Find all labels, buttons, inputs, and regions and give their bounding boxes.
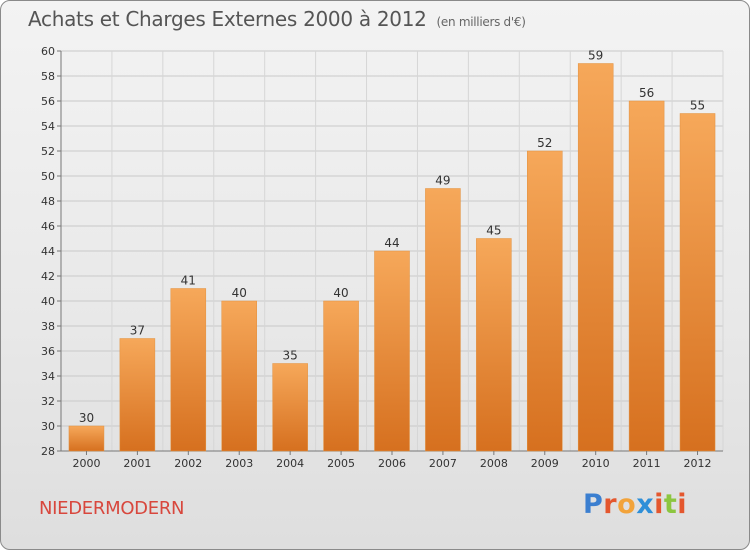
x-tick-label: 2006 (378, 457, 406, 470)
bar (476, 238, 512, 452)
bar (68, 425, 105, 452)
y-tick-label: 42 (41, 270, 55, 283)
logo-letter: x (636, 489, 655, 520)
bar-value-label: 40 (232, 286, 247, 300)
bar-value-label: 44 (384, 236, 399, 250)
y-tick-label: 56 (41, 95, 55, 108)
y-tick-label: 30 (41, 420, 55, 433)
bar (119, 338, 156, 452)
bar-value-label: 37 (130, 324, 145, 338)
bar (170, 288, 207, 452)
x-tick-label: 2007 (429, 457, 457, 470)
y-tick-label: 58 (41, 70, 55, 83)
x-tick-label: 2008 (480, 457, 508, 470)
bar (577, 63, 614, 452)
x-tick-label: 2004 (276, 457, 304, 470)
value-labels: 30 37 41 40 35 40 44 49 45 52 59 56 55 (79, 49, 705, 426)
y-tick-label: 52 (41, 145, 55, 158)
x-tick-label: 2003 (225, 457, 253, 470)
bar (628, 100, 665, 452)
bar-value-label: 45 (486, 224, 501, 238)
y-tick-label: 46 (41, 220, 55, 233)
bar (527, 150, 563, 452)
y-tick-label: 60 (41, 45, 55, 58)
bar (374, 250, 410, 452)
y-tick-label: 36 (41, 345, 55, 358)
chart-subtitle: (en milliers d'€) (436, 15, 526, 29)
bar-value-label: 49 (435, 174, 450, 188)
x-tick-label: 2009 (531, 457, 559, 470)
logo-letter: r (603, 489, 618, 520)
bar-value-label: 40 (333, 286, 348, 300)
chart-title: Achats et Charges Externes 2000 à 2012 (e… (28, 7, 526, 31)
bars (68, 63, 716, 452)
commune-name: NIEDERMODERN (39, 498, 185, 519)
y-tick-labels: 28 30 32 34 36 38 40 42 44 46 48 50 52 54 56 58 60 (41, 45, 55, 458)
x-tick-label: 2000 (72, 457, 100, 470)
x-tick-label: 2002 (174, 457, 202, 470)
bar-value-label: 52 (537, 136, 552, 150)
x-tick-label: 2001 (123, 457, 151, 470)
logo-letter: P (583, 489, 604, 520)
y-tick-label: 34 (41, 370, 55, 383)
y-tick-label: 40 (41, 295, 55, 308)
y-tick-label: 54 (41, 120, 55, 133)
bar-value-label: 56 (639, 86, 654, 100)
bar-value-label: 30 (79, 411, 94, 425)
x-tick-label: 2010 (582, 457, 610, 470)
y-tick-label: 32 (41, 395, 55, 408)
logo-letter: i (677, 489, 688, 520)
y-tick-label: 44 (41, 245, 55, 258)
bar (679, 113, 716, 452)
x-tick-label: 2011 (633, 457, 661, 470)
y-tick-label: 48 (41, 195, 55, 208)
y-tick-label: 28 (41, 445, 55, 458)
bar-value-label: 35 (283, 349, 298, 363)
bar-value-label: 41 (181, 274, 196, 288)
x-tick-labels: 2000 2001 2002 2003 2004 2005 2006 2007 2008 2009… (72, 451, 712, 470)
bar (272, 363, 308, 452)
proxiti-logo: Proxiti (583, 489, 687, 520)
bar-value-label: 59 (588, 49, 603, 63)
logo-letter: o (617, 489, 637, 520)
x-tick-label: 2012 (684, 457, 712, 470)
bar (323, 300, 359, 452)
bar (221, 300, 257, 452)
logo-letter: t (663, 489, 678, 520)
bar-value-label: 55 (690, 99, 705, 113)
bar (425, 188, 461, 452)
x-tick-label: 2005 (327, 457, 355, 470)
y-tick-label: 50 (41, 170, 55, 183)
chart-title-text: Achats et Charges Externes 2000 à 2012 (28, 7, 427, 31)
y-tick-label: 38 (41, 320, 55, 333)
logo-letter: i (654, 489, 664, 520)
